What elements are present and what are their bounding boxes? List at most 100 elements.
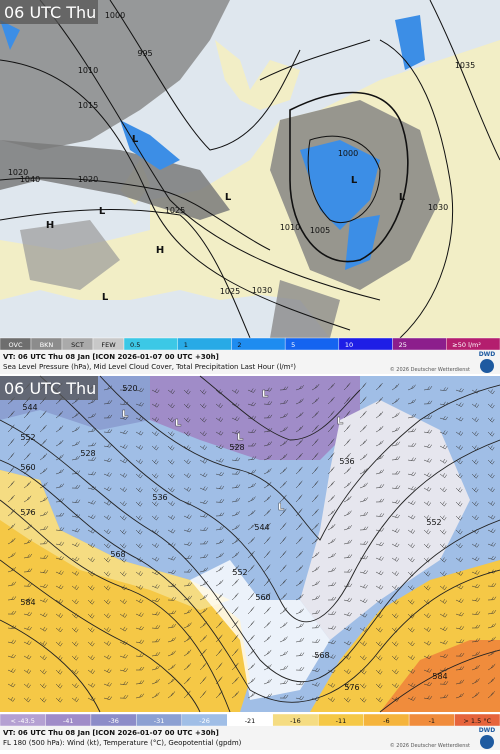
- wind-barb: [183, 622, 192, 629]
- wind-barb: [471, 691, 480, 699]
- wind-barb: [407, 528, 416, 534]
- wind-barb: [455, 598, 464, 603]
- wind-barb: [71, 655, 79, 661]
- wind-barb: [391, 641, 399, 647]
- wind-barb: [279, 636, 288, 643]
- wind-barb: [295, 579, 304, 587]
- wind-barb: [327, 509, 336, 517]
- wind-barb: [23, 626, 32, 631]
- wind-barb: [295, 522, 303, 531]
- wind-barb: [471, 624, 481, 629]
- wind-barb: [247, 402, 256, 407]
- wind-barb: [263, 621, 271, 629]
- wind-barb: [151, 402, 160, 408]
- contour-label: 1020: [8, 168, 28, 177]
- wind-barb: [151, 529, 159, 535]
- wind-barb: [199, 621, 208, 629]
- wind-barb: [423, 472, 432, 478]
- wind-barb: [327, 466, 335, 475]
- wind-barb: [167, 501, 175, 507]
- wind-barb: [327, 668, 336, 674]
- wind-barb: [375, 669, 383, 675]
- temperature-field: [190, 560, 330, 700]
- wind-barb: [55, 641, 63, 647]
- wind-barb: [247, 442, 257, 447]
- wind-barb: [215, 662, 223, 671]
- wind-barb: [487, 389, 495, 395]
- wind-barb: [231, 497, 241, 503]
- wind-barb: [407, 471, 417, 476]
- wind-barb: [215, 499, 225, 503]
- wind-barb: [135, 598, 144, 604]
- wind-barb: [87, 585, 95, 591]
- wind-barb: [263, 578, 271, 587]
- wind-barb: [471, 611, 481, 615]
- wind-barb: [279, 481, 287, 489]
- wind-barb: [343, 568, 353, 573]
- wind-barb: [295, 608, 304, 615]
- wind-barb: [439, 444, 448, 450]
- contour-label: 1035: [455, 61, 475, 70]
- wind-barb: [119, 401, 129, 406]
- wind-barb: [23, 553, 33, 559]
- wind-barb: [247, 692, 256, 699]
- wind-barb: [151, 459, 159, 465]
- wind-barb: [215, 566, 224, 573]
- wind-barb: [391, 383, 400, 391]
- wind-barb: [215, 579, 224, 587]
- wind-barb: [87, 599, 95, 605]
- copyright: © 2026 Deutscher Wetterdienst: [390, 366, 470, 373]
- wind-barb: [71, 412, 80, 419]
- wind-barb: [455, 639, 465, 644]
- wind-barb: [279, 426, 288, 433]
- wind-barb: [103, 668, 112, 674]
- wind-barb: [311, 696, 320, 702]
- wind-barb: [439, 571, 447, 577]
- wind-barb: [471, 583, 480, 589]
- wind-barb: [167, 583, 177, 588]
- wind-barb: [183, 555, 193, 560]
- wind-barb: [183, 445, 191, 451]
- wind-barb: [103, 385, 113, 391]
- wind-barb: [167, 445, 175, 451]
- wind-barb: [343, 452, 351, 461]
- wind-barb: [55, 613, 63, 619]
- wind-barb: [279, 665, 289, 671]
- wind-barb: [119, 640, 128, 645]
- wind-barb: [391, 696, 400, 702]
- wind-barb: [471, 678, 480, 685]
- wind-barb: [135, 639, 145, 644]
- wind-barb: [23, 568, 33, 573]
- wind-barb: [167, 691, 176, 699]
- wind-barb: [183, 609, 192, 615]
- wind-barb: [279, 440, 288, 447]
- wind-barb: [487, 431, 495, 437]
- wind-barb: [231, 511, 240, 517]
- wind-barb: [423, 627, 431, 632]
- wind-barb: [231, 416, 240, 421]
- wind-barb: [311, 494, 319, 503]
- wind-barb: [103, 543, 111, 549]
- wind-barb: [23, 438, 31, 447]
- wind-barb: [391, 528, 400, 533]
- contour-label: 568: [314, 651, 329, 660]
- wind-barb: [343, 382, 351, 391]
- legend-label: OVC: [9, 341, 23, 349]
- contour-label: 544: [254, 523, 269, 532]
- wind-barb: [359, 453, 368, 461]
- wind-barb: [167, 403, 175, 409]
- contour-label: 560: [255, 593, 270, 602]
- pressure-center: L: [262, 389, 269, 400]
- wind-barb: [39, 424, 47, 433]
- wind-barb: [311, 508, 319, 517]
- wind-barb: [71, 513, 81, 518]
- wind-barb: [39, 482, 48, 489]
- wind-barb: [487, 487, 495, 493]
- wind-barb: [375, 440, 384, 447]
- wind-barb: [471, 638, 481, 643]
- wind-barb: [423, 695, 433, 700]
- wind-barb: [231, 430, 240, 435]
- wind-barb: [55, 411, 63, 419]
- wind-barb: [55, 655, 63, 661]
